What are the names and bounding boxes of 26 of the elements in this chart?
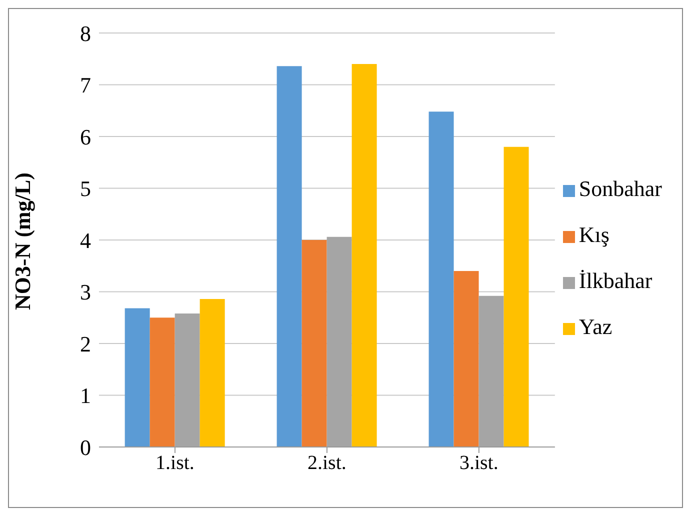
y-tick-label: 1 [80,383,91,408]
bar [200,298,225,447]
legend-label: Sonbahar [578,176,662,201]
y-axis-title: NO3-N (mg/L) [10,172,35,310]
legend-label: İlkbahar [578,268,652,293]
bar [352,64,377,447]
y-tick-label: 3 [80,280,91,305]
y-tick-label: 0 [80,434,91,460]
legend-label: Yaz [578,314,612,339]
y-tick-label: 6 [80,124,91,150]
bar [276,66,302,447]
bar [124,308,150,447]
x-tick-label: 3.ist. [459,452,498,474]
legend-label: Kış [578,222,610,247]
x-tick-label: 1.ist. [156,452,194,474]
y-tick-label: 5 [80,176,91,202]
bar [150,318,175,447]
bar [428,112,454,447]
y-tick-label: 8 [80,20,91,46]
y-tick-label: 7 [80,72,91,98]
y-tick-label: 2 [80,331,91,356]
x-tick-label: 2.ist. [308,452,346,474]
bar [454,271,479,447]
bar [504,146,529,447]
y-tick-label: 4 [80,228,91,253]
bar [302,240,327,447]
